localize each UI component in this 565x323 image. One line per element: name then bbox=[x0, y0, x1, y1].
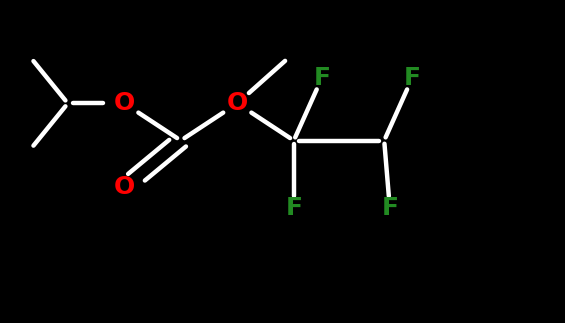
Text: O: O bbox=[227, 91, 248, 115]
Text: O: O bbox=[114, 175, 135, 199]
Text: F: F bbox=[314, 66, 331, 89]
Text: F: F bbox=[381, 196, 398, 220]
Text: F: F bbox=[404, 66, 421, 89]
Text: O: O bbox=[114, 91, 135, 115]
Text: F: F bbox=[285, 196, 302, 220]
